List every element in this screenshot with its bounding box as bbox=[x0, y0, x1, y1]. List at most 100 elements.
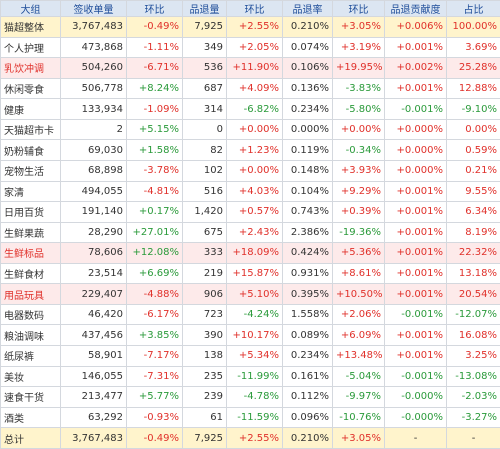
table-cell: 675 bbox=[182, 221, 227, 244]
table-row: 速食干货 213,477 +5.77% 239 -4.78% 0.112% -9.97% -0… bbox=[0, 386, 500, 408]
table-cell: 7,925 bbox=[182, 427, 227, 449]
table-cell: -13.08% bbox=[446, 365, 500, 388]
table-cell: 0.743% bbox=[282, 201, 333, 223]
table-cell: +4.03% bbox=[226, 180, 283, 203]
table-cell: +2.43% bbox=[226, 221, 283, 244]
column-header: 大组 bbox=[0, 0, 61, 17]
table-cell: +0.001% bbox=[384, 77, 447, 100]
column-header: 环比 bbox=[332, 0, 385, 17]
table-cell: 102 bbox=[182, 159, 227, 182]
table-cell: +13.48% bbox=[332, 345, 385, 367]
table-row: 美妆 146,055 -7.31% 235 -11.99% 0.161% -5.04% -0.… bbox=[0, 365, 500, 388]
table-cell: +0.001% bbox=[384, 262, 447, 285]
table-cell: 0 bbox=[182, 118, 227, 141]
group-name: 天猫超市卡 bbox=[0, 118, 61, 141]
table-cell: +0.001% bbox=[384, 201, 447, 223]
table-cell: -3.27% bbox=[446, 406, 500, 429]
table-cell: -7.17% bbox=[126, 345, 183, 367]
table-cell: 0.112% bbox=[282, 386, 333, 408]
table-cell: -11.99% bbox=[226, 365, 283, 388]
table-cell: +3.05% bbox=[332, 16, 385, 38]
table-cell: +2.55% bbox=[226, 16, 283, 38]
table-cell: 0.136% bbox=[282, 77, 333, 100]
table-row: 日用百货 191,140 +0.17% 1,420 +0.57% 0.743% +0.39%… bbox=[0, 201, 500, 223]
table-cell: +0.00% bbox=[226, 118, 283, 141]
table-cell: +0.00% bbox=[332, 118, 385, 141]
table-cell: 229,407 bbox=[60, 283, 127, 305]
table-cell: +0.006% bbox=[384, 16, 447, 38]
table-cell: -0.000% bbox=[384, 406, 447, 429]
table-row: 用品玩具 229,407 -4.88% 906 +5.10% 0.395% +10.50% +… bbox=[0, 283, 500, 305]
table-cell: 437,456 bbox=[60, 324, 127, 346]
table-cell: +0.39% bbox=[332, 201, 385, 223]
table-cell: +8.24% bbox=[126, 77, 183, 100]
group-name: 纸尿裤 bbox=[0, 345, 61, 367]
column-header: 品退率 bbox=[282, 0, 333, 17]
group-name: 乳饮冲调 bbox=[0, 57, 61, 79]
table-cell: -12.07% bbox=[446, 303, 500, 326]
group-name: 速食干货 bbox=[0, 386, 61, 408]
table-cell: +10.17% bbox=[226, 324, 283, 346]
table-cell: 63,292 bbox=[60, 406, 127, 429]
table-cell: 13.18% bbox=[446, 262, 500, 285]
table-row: 纸尿裤 58,901 -7.17% 138 +5.34% 0.234% +13.48% +0.… bbox=[0, 345, 500, 367]
table-cell: +0.57% bbox=[226, 201, 283, 223]
column-header: 品退量 bbox=[182, 0, 227, 17]
table-body: 猫超整体 3,767,483 -0.49% 7,925 +2.55% 0.210% +3.0… bbox=[0, 16, 500, 449]
table-cell: +0.001% bbox=[384, 283, 447, 305]
group-name: 美妆 bbox=[0, 365, 61, 388]
table-row: 电器数码 46,420 -6.17% 723 -4.24% 1.558% +2.06% -0.… bbox=[0, 303, 500, 326]
group-name: 生鲜食材 bbox=[0, 262, 61, 285]
table-cell: +5.34% bbox=[226, 345, 283, 367]
table-cell: 12.88% bbox=[446, 77, 500, 100]
table-cell: +0.001% bbox=[384, 36, 447, 59]
table-cell: 46,420 bbox=[60, 303, 127, 326]
group-name: 电器数码 bbox=[0, 303, 61, 326]
table-cell: 8.19% bbox=[446, 221, 500, 244]
table-cell: 0.210% bbox=[282, 16, 333, 38]
table-row: 健康 133,934 -1.09% 314 -6.82% 0.234% -5.80% -0.0… bbox=[0, 98, 500, 120]
table-cell: +0.001% bbox=[384, 221, 447, 244]
table-cell: +1.58% bbox=[126, 139, 183, 161]
table-cell: 0.395% bbox=[282, 283, 333, 305]
table-cell: 1,420 bbox=[182, 201, 227, 223]
table-cell: -6.82% bbox=[226, 98, 283, 120]
table-cell: 219 bbox=[182, 262, 227, 285]
table-cell: -6.71% bbox=[126, 57, 183, 79]
table-cell: -4.78% bbox=[226, 386, 283, 408]
table-cell: 191,140 bbox=[60, 201, 127, 223]
table-cell: 0.089% bbox=[282, 324, 333, 346]
table-cell: 3,767,483 bbox=[60, 427, 127, 449]
table-cell: +0.000% bbox=[384, 118, 447, 141]
table-cell: +3.93% bbox=[332, 159, 385, 182]
group-name: 奶粉辅食 bbox=[0, 139, 61, 161]
table-row: 生鲜标品 78,606 +12.08% 333 +18.09% 0.424% +5.36% +… bbox=[0, 242, 500, 264]
table-cell: -9.97% bbox=[332, 386, 385, 408]
table-cell: 138 bbox=[182, 345, 227, 367]
table-cell: 28,290 bbox=[60, 221, 127, 244]
table-cell: +6.09% bbox=[332, 324, 385, 346]
table-cell: 146,055 bbox=[60, 365, 127, 388]
table-cell: 0.074% bbox=[282, 36, 333, 59]
group-name: 猫超整体 bbox=[0, 16, 61, 38]
table-cell: 0.21% bbox=[446, 159, 500, 182]
group-name: 酒类 bbox=[0, 406, 61, 429]
group-name: 个人护理 bbox=[0, 36, 61, 59]
table-cell: 235 bbox=[182, 365, 227, 388]
table-cell: 349 bbox=[182, 36, 227, 59]
table-cell: +0.001% bbox=[384, 180, 447, 203]
table-cell: 82 bbox=[182, 139, 227, 161]
table-cell: 20.54% bbox=[446, 283, 500, 305]
table-cell: 723 bbox=[182, 303, 227, 326]
column-header: 环比 bbox=[226, 0, 283, 17]
table-cell: -4.24% bbox=[226, 303, 283, 326]
table-row: 生鲜果蔬 28,290 +27.01% 675 +2.43% 2.386% -19.36% +… bbox=[0, 221, 500, 244]
table-cell: 473,868 bbox=[60, 36, 127, 59]
table-cell: -9.10% bbox=[446, 98, 500, 120]
group-name: 生鲜标品 bbox=[0, 242, 61, 264]
table-cell: -0.34% bbox=[332, 139, 385, 161]
table-row: 休闲零食 506,778 +8.24% 687 +4.09% 0.136% -3.83% +0… bbox=[0, 77, 500, 100]
table-cell: -3.83% bbox=[332, 77, 385, 100]
table-cell: -3.78% bbox=[126, 159, 183, 182]
